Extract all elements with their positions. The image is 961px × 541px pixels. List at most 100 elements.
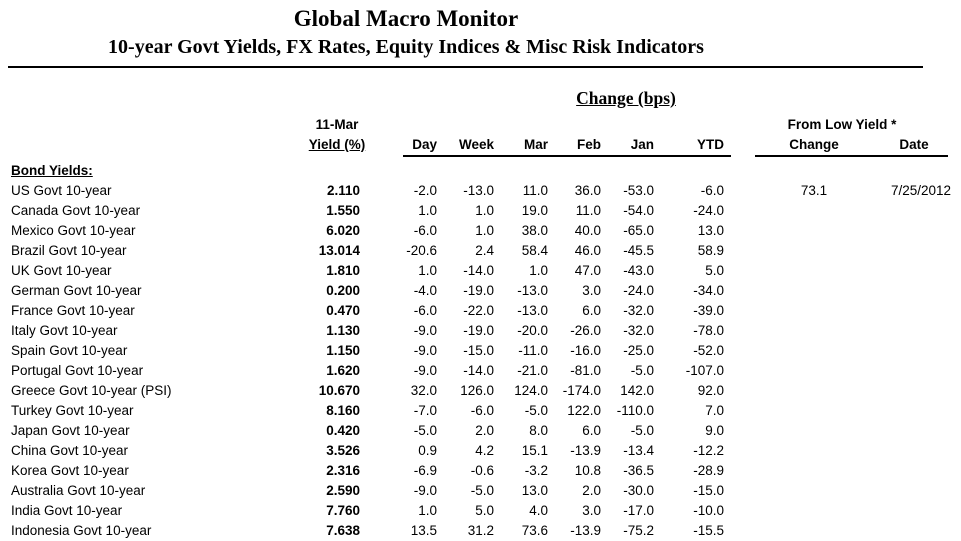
header-row-bottom: Yield (%) Day Week Mar Feb Jan YTD Chang… (8, 135, 955, 155)
section-label: Bond Yields: (11, 163, 93, 178)
cell-mar-change: -21.0 (517, 363, 548, 378)
cell-yield: 0.420 (326, 423, 360, 438)
section-row: Bond Yields: (8, 155, 955, 181)
cell-ytd-change: -12.2 (693, 443, 724, 458)
col-header-jan: Jan (630, 137, 654, 152)
cell-from-low-date (873, 401, 955, 421)
cell-from-low-date (873, 301, 955, 321)
cell-from-low-date (873, 421, 955, 441)
cell-ytd-change: -24.0 (693, 203, 724, 218)
cell-ytd-change: -10.0 (693, 503, 724, 518)
cell-spacer (729, 301, 755, 321)
cell-ytd-change: -34.0 (693, 283, 724, 298)
cell-spacer (729, 361, 755, 381)
cell-mar-change: -11.0 (518, 343, 548, 358)
cell-mar-change: 13.0 (521, 483, 548, 498)
cell-day-change: 1.0 (418, 203, 437, 218)
cell-yield: 7.638 (326, 523, 360, 538)
cell-feb-change: 46.0 (574, 243, 601, 258)
col-header-yield: Yield (%) (308, 137, 366, 152)
cell-country: Turkey Govt 10-year (11, 403, 134, 418)
cell-spacer (729, 461, 755, 481)
cell-week-change: 31.2 (467, 523, 494, 538)
cell-country: Italy Govt 10-year (11, 323, 118, 338)
cell-feb-change: -13.9 (570, 443, 601, 458)
cell-jan-change: -5.0 (630, 363, 654, 378)
title-block: Global Macro Monitor 10-year Govt Yields… (0, 4, 812, 60)
header-divider-line (8, 66, 923, 68)
cell-day-change: 1.0 (418, 263, 437, 278)
table-row: Korea Govt 10-year 2.316 -6.9 -0.6 -3.2 … (8, 461, 955, 481)
cell-spacer (729, 421, 755, 441)
page-subtitle: 10-year Govt Yields, FX Rates, Equity In… (108, 36, 704, 58)
cell-yield: 1.130 (326, 323, 360, 338)
table-row: Japan Govt 10-year 0.420 -5.0 2.0 8.0 6.… (8, 421, 955, 441)
header-row-top: 11-Mar From Low Yield * (8, 115, 955, 135)
cell-jan-change: -32.0 (623, 303, 654, 318)
table-row: US Govt 10-year 2.110 -2.0 -13.0 11.0 36… (8, 181, 955, 201)
cell-country: Australia Govt 10-year (11, 483, 146, 498)
cell-jan-change: -13.4 (623, 443, 654, 458)
cell-day-change: 1.0 (418, 503, 437, 518)
cell-jan-change: -65.0 (623, 223, 654, 238)
cell-ytd-change: 5.0 (705, 263, 724, 278)
cell-spacer (729, 281, 755, 301)
section-cell: Bond Yields: (8, 155, 955, 181)
cell-mar-change: 15.1 (521, 443, 548, 458)
cell-yield: 8.160 (326, 403, 360, 418)
cell-jan-change: -5.0 (630, 423, 654, 438)
cell-day-change: -6.9 (413, 463, 437, 478)
table-row: Greece Govt 10-year (PSI) 10.670 32.0 12… (8, 381, 955, 401)
cell-yield: 2.110 (326, 183, 360, 198)
cell-yield: 1.550 (326, 203, 360, 218)
cell-feb-change: 10.8 (574, 463, 601, 478)
table-row: France Govt 10-year 0.470 -6.0 -22.0 -13… (8, 301, 955, 321)
cell-country: Korea Govt 10-year (11, 463, 129, 478)
cell-from-low-date (873, 461, 955, 481)
cell-day-change: 13.5 (410, 523, 437, 538)
cell-country: India Govt 10-year (11, 503, 123, 518)
cell-from-low-date (873, 441, 955, 461)
cell-from-low-date (873, 321, 955, 341)
cell-mar-change: 19.0 (521, 203, 548, 218)
cell-from-low-change (755, 241, 873, 261)
cell-feb-change: 2.0 (582, 483, 601, 498)
cell-country: German Govt 10-year (11, 283, 142, 298)
col-header-11mar: 11-Mar (315, 117, 359, 132)
cell-feb-change: 40.0 (574, 223, 601, 238)
cell-yield: 1.150 (326, 343, 360, 358)
cell-day-change: -6.0 (413, 223, 437, 238)
cell-mar-change: 8.0 (529, 423, 548, 438)
cell-mar-change: -13.0 (517, 303, 548, 318)
change-bps-group-header: Change (bps) (576, 88, 676, 108)
cell-week-change: -14.0 (463, 363, 494, 378)
table-row: Turkey Govt 10-year 8.160 -7.0 -6.0 -5.0… (8, 401, 955, 421)
cell-yield: 6.020 (326, 223, 360, 238)
cell-from-low-change (755, 421, 873, 441)
cell-day-change: -9.0 (413, 363, 437, 378)
cell-yield: 0.470 (326, 303, 360, 318)
from-low-columns-underline (755, 155, 948, 157)
cell-country: Mexico Govt 10-year (11, 223, 136, 238)
cell-week-change: 2.4 (475, 243, 494, 258)
cell-from-low-change (755, 301, 873, 321)
table-row: German Govt 10-year 0.200 -4.0 -19.0 -13… (8, 281, 955, 301)
cell-feb-change: -13.9 (570, 523, 601, 538)
header-spacer-cell (729, 135, 755, 155)
cell-jan-change: -32.0 (623, 323, 654, 338)
header-spacer-cell (366, 115, 729, 135)
cell-from-low-change (755, 281, 873, 301)
table-row: Indonesia Govt 10-year 7.638 13.5 31.2 7… (8, 521, 955, 541)
cell-feb-change: 6.0 (582, 423, 601, 438)
cell-day-change: -4.0 (413, 283, 437, 298)
cell-from-low-date (873, 201, 955, 221)
cell-ytd-change: -78.0 (693, 323, 724, 338)
cell-week-change: -14.0 (463, 263, 494, 278)
table-row: China Govt 10-year 3.526 0.9 4.2 15.1 -1… (8, 441, 955, 461)
cell-country: UK Govt 10-year (11, 263, 112, 278)
cell-week-change: -22.0 (463, 303, 494, 318)
cell-jan-change: -17.0 (623, 503, 654, 518)
cell-from-low-date (873, 221, 955, 241)
cell-country: Portugal Govt 10-year (11, 363, 144, 378)
col-header-from-low-yield: From Low Yield * (787, 117, 897, 132)
